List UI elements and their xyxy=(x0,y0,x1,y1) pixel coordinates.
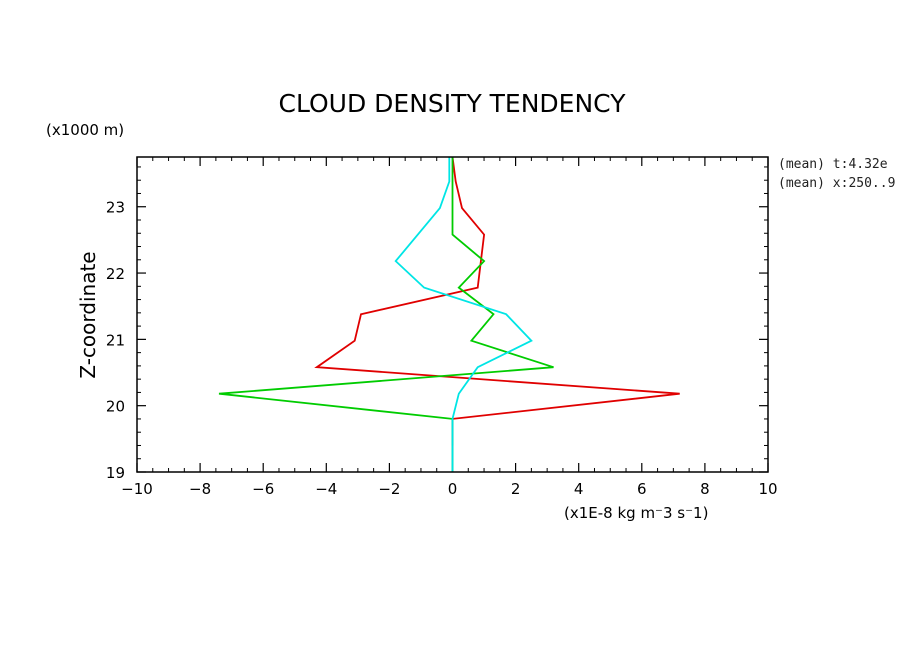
x-tick-label: −10 xyxy=(121,480,153,498)
mean-x-annotation: (mean) x:250..9 xyxy=(778,176,895,191)
y-tick-label: 20 xyxy=(106,398,125,416)
x-tick-label: 8 xyxy=(700,480,710,498)
x-tick-label: −8 xyxy=(189,480,211,498)
x-tick-label: 2 xyxy=(511,480,521,498)
y-tick-label: 22 xyxy=(106,265,125,283)
y-axis-label: Z-coordinate xyxy=(76,251,100,378)
series-line-red xyxy=(314,156,680,446)
series-line-green xyxy=(218,157,554,472)
y-tick-label: 21 xyxy=(106,331,125,349)
x-tick-label: 4 xyxy=(574,480,584,498)
plot-frame xyxy=(136,156,769,473)
series-lines xyxy=(218,156,680,472)
x-axis-label: (x1E-8 kg m⁻3 s⁻1) xyxy=(564,504,708,522)
tick-labels: −10 −8 −6 −4 −2 0 2 4 6 8 10 19 20 21 22 23 xyxy=(106,199,778,498)
x-tick-label: −4 xyxy=(315,480,337,498)
x-tick-label: 0 xyxy=(448,480,458,498)
x-tick-label: 10 xyxy=(758,480,777,498)
y-unit-label: (x1000 m) xyxy=(46,121,124,139)
x-tick-label: 6 xyxy=(637,480,647,498)
x-tick-label: −2 xyxy=(378,480,400,498)
chart-title: CLOUD DENSITY TENDENCY xyxy=(279,89,627,118)
y-tick-label: 19 xyxy=(106,464,125,482)
y-tick-label: 23 xyxy=(106,199,125,217)
series-line-cyan xyxy=(394,157,533,472)
mean-t-annotation: (mean) t:4.32e xyxy=(778,157,888,172)
x-tick-label: −6 xyxy=(252,480,274,498)
